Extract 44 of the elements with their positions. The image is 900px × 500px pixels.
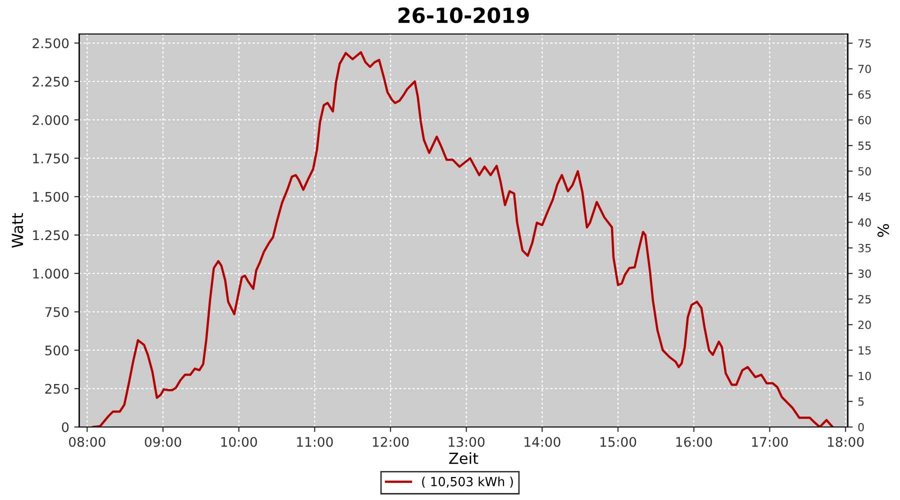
x-axis-title: Zeit <box>449 452 478 464</box>
x-tick-label: 13:00 <box>448 436 484 447</box>
x-tick-label: 17:00 <box>752 436 788 447</box>
y-tick-label: 2.000 <box>32 115 69 126</box>
y2-tick-label: 60 <box>858 116 871 124</box>
x-tick-label: 12:00 <box>372 436 409 447</box>
y2-tick-label: 10 <box>858 372 871 380</box>
y2-tick-label: 45 <box>858 192 871 202</box>
y-tick-label: 0 <box>62 422 69 432</box>
x-tick-label: 09:00 <box>144 436 182 447</box>
x-tick-label: 10:00 <box>221 436 257 447</box>
y-tick-label: 1.500 <box>33 192 69 202</box>
y2-tick-label: 65 <box>858 90 871 99</box>
y-tick-label: 1.000 <box>33 268 69 279</box>
y2-tick-label: 75 <box>858 39 871 48</box>
x-tick-label: 11:00 <box>297 436 333 447</box>
y2-tick-label: 70 <box>858 64 871 74</box>
y-tick-label: 2.250 <box>32 76 69 87</box>
y-tick-label: 2.500 <box>32 38 69 48</box>
x-tick-label: 15:00 <box>600 436 636 447</box>
y-tick-label: 1.250 <box>33 230 69 240</box>
y-axis-title: Watt <box>12 213 24 248</box>
y2-tick-label: 50 <box>858 167 871 176</box>
y-tick-label: 250 <box>45 384 69 394</box>
x-tick-label: 16:00 <box>676 436 712 447</box>
x-tick-label: 08:00 <box>69 436 106 447</box>
y2-tick-label: 55 <box>858 142 871 150</box>
y2-tick-label: 25 <box>858 295 871 304</box>
chart-title: 26-10-2019 <box>398 7 529 24</box>
x-tick-label: 18:00 <box>828 436 864 447</box>
y2-tick-label: 30 <box>858 269 871 278</box>
line-series <box>92 51 834 427</box>
y-tick-label: 1.750 <box>33 153 69 164</box>
y2-axis-title: % <box>877 224 890 237</box>
y2-tick-label: 35 <box>858 244 871 252</box>
y2-tick-label: 5 <box>858 398 864 406</box>
y2-tick-label: 40 <box>858 218 871 227</box>
legend-label: ( 10,503 kWh ) <box>422 476 513 488</box>
y2-tick-label: 20 <box>858 320 871 330</box>
y2-tick-label: 15 <box>858 346 871 355</box>
y-tick-label: 500 <box>45 345 69 356</box>
x-tick-label: 14:00 <box>524 436 560 447</box>
y2-tick-label: 0 <box>858 422 864 432</box>
y-tick-label: 750 <box>45 307 69 318</box>
